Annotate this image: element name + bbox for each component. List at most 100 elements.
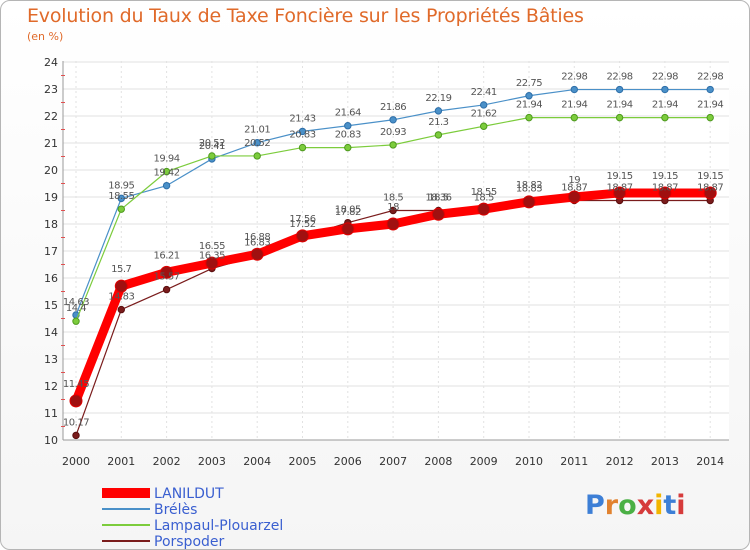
- x-tick-label: 2000: [62, 455, 90, 468]
- data-point: [117, 305, 126, 314]
- data-point: [703, 186, 717, 200]
- x-tick-label: 2003: [198, 455, 226, 468]
- data-label: 14.83: [108, 292, 134, 303]
- legend-label: Porspoder: [154, 534, 225, 549]
- legend-label: Lampaul-Plouarzel: [154, 518, 283, 534]
- data-point: [613, 186, 627, 200]
- data-point: [114, 279, 128, 293]
- data-point: [162, 181, 171, 190]
- x-tick-label: 2002: [153, 455, 181, 468]
- data-point: [253, 139, 261, 147]
- data-label: 21.94: [652, 100, 678, 111]
- data-label: 16.55: [199, 241, 225, 252]
- data-point: [525, 92, 533, 100]
- chart-title: Evolution du Taux de Taxe Foncière sur l…: [27, 5, 584, 27]
- y-tick-label: 20: [44, 164, 58, 177]
- data-label: 14.4: [66, 303, 86, 314]
- data-point: [480, 122, 488, 130]
- logo-letter: r: [604, 490, 619, 521]
- data-point: [615, 113, 624, 122]
- data-point: [477, 202, 491, 216]
- y-tick-label: 18: [44, 218, 58, 231]
- y-tick-label: 12: [44, 380, 58, 393]
- data-label: 20.41: [199, 141, 225, 152]
- data-point: [162, 285, 171, 294]
- data-label: 18.5: [383, 193, 403, 204]
- data-label: 22.41: [471, 87, 497, 98]
- data-point: [658, 186, 672, 200]
- y-tick-label: 16: [44, 272, 58, 285]
- logo-letter: t: [663, 490, 677, 521]
- y-tick-label: 24: [44, 56, 58, 69]
- data-label: 17.82: [335, 207, 361, 218]
- data-label: 18.55: [108, 191, 134, 202]
- data-point: [296, 229, 309, 243]
- data-label: 21.94: [607, 100, 633, 111]
- x-tick-label: 2006: [334, 455, 362, 468]
- data-label: 22.98: [561, 72, 587, 83]
- data-point: [117, 205, 126, 213]
- y-tick-label: 21: [44, 137, 58, 150]
- data-label: 11.45: [63, 379, 89, 390]
- data-point: [250, 247, 264, 261]
- data-label: 14.63: [63, 297, 89, 308]
- data-point: [567, 190, 581, 204]
- data-label: 18.5: [474, 193, 494, 204]
- data-label: 16.35: [199, 251, 225, 262]
- data-label: 19: [568, 175, 580, 186]
- data-label: 20.93: [380, 127, 406, 138]
- data-label: 19.15: [652, 171, 678, 182]
- x-tick-label: 2009: [470, 455, 498, 468]
- data-point: [389, 116, 397, 124]
- data-label: 21.94: [697, 100, 723, 111]
- legend-label: LANILDUT: [154, 486, 224, 502]
- data-label: 17.56: [289, 214, 315, 225]
- data-label: 18: [387, 202, 399, 213]
- data-label: 17.52: [289, 219, 315, 230]
- logo-letter: i: [654, 490, 664, 521]
- data-label: 20.52: [199, 138, 225, 149]
- data-label: 16.83: [244, 238, 270, 249]
- y-tick-label: 17: [44, 245, 58, 258]
- data-point: [344, 122, 352, 130]
- x-tick-label: 2001: [107, 455, 135, 468]
- data-label: 16.88: [244, 232, 270, 243]
- data-point: [431, 207, 445, 221]
- data-label: 19.15: [607, 171, 633, 182]
- data-label: 15.57: [154, 272, 180, 283]
- data-point: [160, 265, 174, 279]
- data-point: [72, 317, 80, 325]
- data-label: 22.98: [697, 72, 723, 83]
- data-point: [434, 107, 443, 115]
- data-label: 19.15: [697, 171, 723, 182]
- data-label: 21.64: [335, 108, 361, 119]
- data-label: 21.3: [428, 117, 448, 128]
- data-point: [570, 85, 578, 94]
- data-label: 18.5: [428, 193, 448, 204]
- data-point: [298, 143, 307, 152]
- x-tick-label: 2014: [696, 455, 724, 468]
- data-label: 21.43: [289, 113, 315, 124]
- data-label: 19.94: [154, 154, 180, 165]
- data-label: 18.36: [425, 192, 451, 203]
- proxiti-logo: Proxiti: [585, 490, 686, 521]
- data-point: [298, 127, 307, 136]
- x-tick-label: 2011: [560, 455, 588, 468]
- data-label: 22.19: [425, 93, 451, 104]
- data-point: [661, 85, 669, 94]
- data-label: 19.42: [154, 168, 180, 179]
- data-point: [615, 85, 624, 94]
- data-point: [208, 152, 216, 160]
- logo-letter: x: [636, 490, 655, 521]
- data-label: 16.21: [154, 250, 180, 261]
- data-label: 20.52: [244, 138, 270, 149]
- data-label: 21.62: [471, 108, 497, 119]
- data-label: 18.83: [516, 184, 542, 195]
- y-tick-label: 13: [44, 353, 58, 366]
- data-label: 18.87: [697, 183, 723, 194]
- data-point: [706, 85, 714, 94]
- data-label: 18.87: [607, 183, 633, 194]
- x-tick-label: 2013: [651, 455, 679, 468]
